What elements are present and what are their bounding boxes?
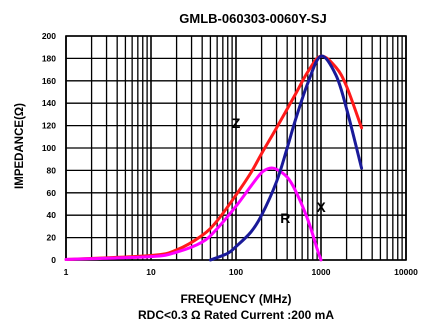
plot-frame bbox=[65, 35, 407, 261]
x-axis-label: FREQUENCY (MHz) bbox=[180, 292, 291, 306]
y-tick-label: 40 bbox=[47, 210, 57, 220]
y-axis-label: IMPEDANCE(Ω) bbox=[14, 103, 26, 189]
x-tick-label: 10000 bbox=[394, 267, 418, 277]
y-tick-labels: 0 20 40 60 80 100 120 140 160 180 200 bbox=[42, 31, 56, 265]
x-tick-label: 10 bbox=[146, 267, 156, 277]
impedance-curves bbox=[64, 54, 364, 262]
curve-label-x: X bbox=[316, 199, 326, 215]
curve-label-z: Z bbox=[232, 115, 241, 131]
x-tick-label: 100 bbox=[229, 267, 243, 277]
x-tick-label: 1000 bbox=[312, 267, 331, 277]
y-tick-label: 180 bbox=[42, 53, 56, 63]
curve-label-r: R bbox=[280, 210, 290, 226]
y-tick-label: 160 bbox=[42, 76, 56, 86]
y-tick-label: 20 bbox=[47, 233, 57, 243]
y-tick-label: 80 bbox=[47, 165, 57, 175]
x-tick-label: 1 bbox=[64, 267, 69, 277]
y-tick-label: 120 bbox=[42, 121, 56, 131]
y-tick-label: 0 bbox=[51, 255, 56, 265]
series-line-x bbox=[208, 54, 364, 262]
series-line-r bbox=[64, 166, 323, 262]
curve-labels: Z R X bbox=[232, 115, 327, 226]
y-tick-label: 140 bbox=[42, 98, 56, 108]
chart-title: GMLB-060303-0060Y-SJ bbox=[179, 11, 326, 26]
y-tick-label: 200 bbox=[42, 31, 56, 41]
y-tick-label: 60 bbox=[47, 188, 57, 198]
rdc-rated-current-note: RDC<0.3 Ω Rated Current :200 mA bbox=[138, 308, 334, 322]
x-tick-labels: 1 10 100 1000 10000 bbox=[64, 267, 418, 277]
y-tick-label: 100 bbox=[42, 143, 56, 153]
grid-lines bbox=[65, 35, 407, 261]
series-line-z bbox=[64, 54, 364, 261]
